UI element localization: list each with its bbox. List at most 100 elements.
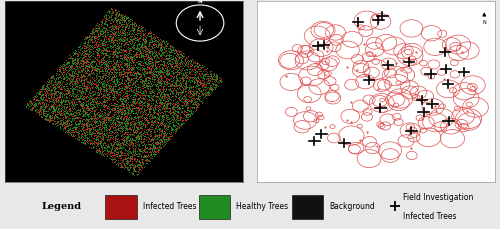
Point [62, 98, 70, 102]
Point [150, 92, 158, 96]
Point [81, 43, 89, 46]
Point [74, 128, 82, 132]
Point [138, 107, 146, 110]
Point [146, 117, 154, 120]
Point [110, 96, 118, 100]
Point [140, 109, 148, 113]
Point [97, 30, 105, 34]
Point [110, 96, 118, 100]
Point [138, 157, 145, 161]
Point [122, 95, 130, 98]
Point [176, 94, 184, 98]
Point [117, 98, 125, 101]
Point [80, 38, 88, 42]
Point [118, 101, 126, 105]
Point [139, 90, 147, 94]
Point [80, 60, 88, 63]
Point [77, 78, 85, 82]
Point [155, 88, 163, 91]
Point [138, 101, 145, 105]
Point [75, 98, 83, 102]
Point [120, 16, 128, 20]
Point [42, 104, 50, 107]
Point [210, 78, 218, 81]
Point [202, 93, 210, 97]
Point [148, 41, 156, 44]
Point [166, 98, 173, 101]
Point [136, 30, 143, 34]
Point [68, 83, 76, 87]
Point [40, 96, 48, 99]
Point [73, 59, 81, 63]
Point [158, 117, 166, 120]
Point [103, 93, 111, 96]
Point [28, 108, 36, 112]
Point [88, 134, 96, 138]
Point [68, 94, 76, 98]
Point [96, 128, 104, 131]
Point [54, 90, 62, 94]
Point [122, 85, 130, 89]
Point [140, 143, 148, 146]
Point [114, 128, 122, 132]
Point [204, 92, 212, 95]
Point [110, 115, 118, 119]
Point [160, 71, 168, 74]
Point [122, 126, 130, 130]
Point [128, 161, 136, 165]
Point [215, 79, 223, 82]
Point [112, 135, 120, 138]
Point [167, 84, 175, 88]
Point [68, 82, 76, 85]
Point [80, 110, 88, 114]
Point [120, 71, 128, 75]
Point [163, 138, 171, 142]
Point [78, 115, 86, 118]
Point [110, 51, 118, 54]
Point [104, 56, 112, 60]
Point [33, 110, 41, 114]
Point [26, 101, 34, 105]
Point [84, 80, 92, 83]
Point [98, 113, 106, 117]
Point [110, 122, 118, 125]
Point [114, 153, 122, 157]
Point [152, 83, 160, 87]
Point [96, 140, 104, 144]
Point [140, 46, 148, 50]
Point [63, 124, 71, 128]
Point [90, 94, 98, 98]
Point [127, 53, 135, 57]
Point [71, 86, 79, 90]
Point [124, 68, 132, 72]
Point [104, 136, 112, 139]
Point [145, 137, 153, 140]
Point [158, 106, 166, 110]
Point [160, 107, 168, 111]
Point [118, 31, 126, 35]
Point [46, 114, 54, 118]
Point [142, 89, 150, 93]
Point [64, 125, 72, 128]
Point [108, 25, 116, 29]
Point [59, 113, 67, 116]
Point [66, 67, 74, 71]
Point [78, 44, 86, 48]
Point [99, 125, 107, 129]
Point [184, 98, 192, 101]
Point [132, 52, 140, 55]
Point [126, 143, 134, 147]
Point [110, 93, 118, 97]
Point [136, 32, 143, 35]
Point [126, 104, 134, 107]
Point [96, 72, 104, 76]
Point [57, 101, 65, 104]
Point [154, 134, 162, 137]
Point [98, 75, 106, 78]
Point [92, 82, 100, 86]
Point [162, 132, 170, 135]
Point [182, 71, 190, 75]
Point [110, 112, 118, 116]
Point [44, 119, 52, 123]
Point [100, 100, 108, 103]
